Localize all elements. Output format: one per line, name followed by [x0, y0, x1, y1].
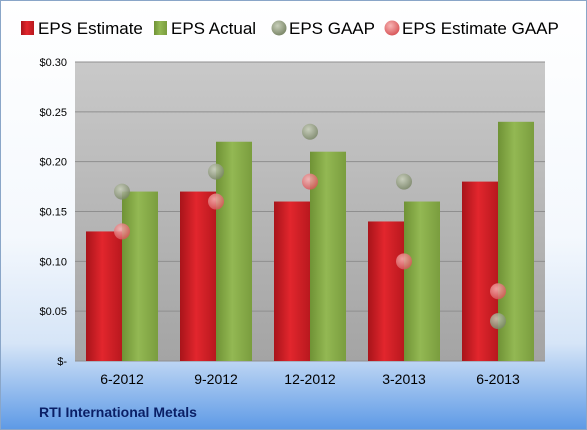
legend: EPS Estimate EPS Actual EPS GAAP EPS Estima…: [21, 19, 559, 38]
eps-actual-bar: [216, 141, 252, 361]
eps-estimate-legend-label: EPS Estimate: [38, 19, 143, 38]
eps-actual-legend-label: EPS Actual: [171, 19, 256, 38]
eps-estimate-bar: [462, 181, 498, 361]
y-tick-label: $0.15: [39, 207, 67, 219]
eps-gaap-point: [490, 313, 506, 330]
eps-gaap-legend-swatch: [271, 20, 287, 36]
eps-estimate-bar: [368, 221, 404, 361]
eps-gaap-point: [302, 123, 318, 140]
y-axis: $- $0.05 $0.10 $0.15 $0.20 $0.25 $0.30: [39, 57, 67, 368]
eps-estimate-bar: [180, 191, 216, 361]
eps-estimate-legend-swatch: [21, 21, 34, 35]
x-category-label: 12-2012: [284, 371, 336, 387]
eps-gaap-point: [396, 173, 412, 190]
eps-estimate-gaap-point: [302, 173, 318, 190]
x-axis: 6-2012 9-2012 12-2012 3-2013 6-2013: [100, 371, 520, 387]
points: [114, 123, 506, 330]
eps-actual-bar: [404, 201, 440, 361]
eps-estimate-gaap-point: [396, 253, 412, 270]
y-tick-label: $-: [57, 356, 67, 368]
eps-estimate-bar: [86, 231, 122, 361]
eps-estimate-gaap-point: [208, 193, 224, 210]
company-name: RTI International Metals: [39, 404, 197, 420]
y-tick-label: $0.30: [39, 57, 67, 69]
y-tick-label: $0.25: [39, 107, 67, 119]
y-tick-label: $0.05: [39, 306, 67, 318]
eps-gaap-point: [208, 163, 224, 180]
eps-gaap-point: [114, 183, 130, 200]
eps-actual-legend-swatch: [154, 21, 167, 35]
eps-estimate-gaap-legend-label: EPS Estimate GAAP: [402, 19, 559, 38]
eps-estimate-bar: [274, 201, 310, 361]
eps-gaap-legend-label: EPS GAAP: [289, 19, 375, 38]
y-tick-label: $0.10: [39, 256, 67, 268]
eps-estimate-gaap-point: [114, 223, 130, 240]
y-tick-label: $0.20: [39, 157, 67, 169]
x-category-label: 6-2012: [100, 371, 144, 387]
x-category-label: 6-2013: [476, 371, 520, 387]
x-category-label: 3-2013: [382, 371, 426, 387]
eps-actual-bar: [122, 191, 158, 361]
x-category-label: 9-2012: [194, 371, 238, 387]
eps-estimate-gaap-point: [490, 283, 506, 300]
eps-estimate-gaap-legend-swatch: [384, 20, 400, 36]
